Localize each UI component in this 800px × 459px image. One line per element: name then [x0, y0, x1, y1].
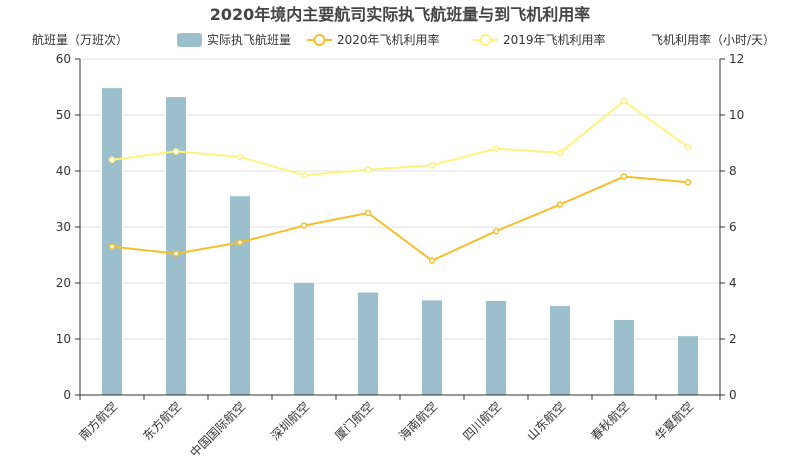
line-point[interactable] — [556, 149, 564, 157]
line-point[interactable] — [108, 156, 116, 164]
line-point[interactable] — [556, 201, 564, 208]
y-right-tick-label: 2 — [729, 332, 737, 346]
legend-swatch-marker — [479, 34, 492, 46]
x-tick-label: 四川航空 — [460, 399, 505, 444]
x-tick-label: 东方航空 — [140, 399, 185, 444]
y-right-tick-label: 0 — [729, 388, 737, 402]
line-point[interactable] — [428, 257, 436, 264]
legend[interactable]: 实际执飞航班量 2020年飞机利用率 2019年飞机利用率 — [177, 32, 606, 47]
line-point[interactable] — [492, 145, 500, 152]
grid-lines — [80, 58, 720, 340]
y-left-tick-label: 10 — [56, 332, 71, 346]
axes — [75, 58, 725, 400]
legend-swatch — [177, 33, 202, 47]
bar[interactable] — [614, 319, 634, 395]
line-point[interactable] — [364, 209, 372, 217]
y-left-tick-label: 60 — [56, 52, 71, 66]
line-point[interactable] — [172, 250, 180, 257]
y-right-tick-label: 10 — [729, 108, 744, 122]
y-left-tick-label: 50 — [56, 108, 71, 122]
line-point[interactable] — [108, 243, 116, 250]
legend-label: 2019年飞机利用率 — [503, 32, 606, 47]
x-tick-label: 春秋航空 — [588, 399, 633, 444]
line-point[interactable] — [428, 162, 436, 169]
line-point[interactable] — [300, 171, 308, 179]
line-point[interactable] — [236, 239, 244, 246]
line-point[interactable] — [300, 222, 308, 229]
y-axis-right-label: 飞机利用率（小时/天） — [651, 32, 775, 47]
legend-item[interactable]: 实际执飞航班量 — [177, 32, 291, 47]
y-right-tick-label: 12 — [729, 52, 744, 66]
bar[interactable] — [294, 283, 314, 395]
legend-label: 2020年飞机利用率 — [337, 32, 440, 47]
y-right-tick-label: 4 — [729, 276, 737, 290]
y-left-tick-label: 30 — [56, 220, 71, 234]
y-axis-left-label: 航班量（万班次） — [32, 32, 128, 47]
bar[interactable] — [678, 336, 698, 395]
bar[interactable] — [486, 300, 506, 395]
line-series — [108, 97, 692, 264]
series-line — [111, 175, 689, 262]
x-tick-label: 厦门航空 — [332, 399, 377, 444]
x-tick-label: 华夏航空 — [652, 399, 697, 444]
line-point[interactable] — [620, 173, 628, 180]
line-point[interactable] — [364, 166, 372, 173]
line-point[interactable] — [172, 148, 180, 155]
legend-item[interactable]: 2019年飞机利用率 — [473, 32, 606, 47]
legend-swatch-marker — [313, 34, 326, 46]
y-left-tick-label: 20 — [56, 276, 71, 290]
legend-item[interactable]: 2020年飞机利用率 — [307, 32, 440, 47]
bar[interactable] — [358, 292, 378, 395]
line-point[interactable] — [620, 97, 628, 105]
line-point[interactable] — [684, 143, 692, 151]
y-right-tick-label: 8 — [729, 164, 737, 178]
bar[interactable] — [102, 88, 122, 396]
y-left-tick-label: 40 — [56, 164, 71, 178]
line-point[interactable] — [236, 153, 244, 161]
x-tick-label: 山东航空 — [524, 399, 569, 444]
legend-label: 实际执飞航班量 — [207, 32, 291, 47]
x-tick-label: 深圳航空 — [268, 399, 313, 444]
x-tick-label: 中国国际航空 — [187, 399, 249, 455]
chart-title: 2020年境内主要航司实际执飞航班量与到飞机利用率 — [210, 5, 591, 24]
line-point[interactable] — [684, 178, 692, 186]
line-point[interactable] — [492, 227, 500, 235]
bar[interactable] — [166, 97, 186, 395]
y-right-tick-label: 6 — [729, 220, 737, 234]
bar[interactable] — [230, 196, 250, 395]
bar[interactable] — [550, 305, 570, 395]
bar[interactable] — [422, 300, 442, 395]
y-left-tick-label: 0 — [63, 388, 71, 402]
bar-series — [102, 88, 698, 396]
x-tick-label: 南方航空 — [76, 399, 121, 444]
x-tick-label: 海南航空 — [396, 399, 441, 444]
series-line — [111, 100, 689, 177]
